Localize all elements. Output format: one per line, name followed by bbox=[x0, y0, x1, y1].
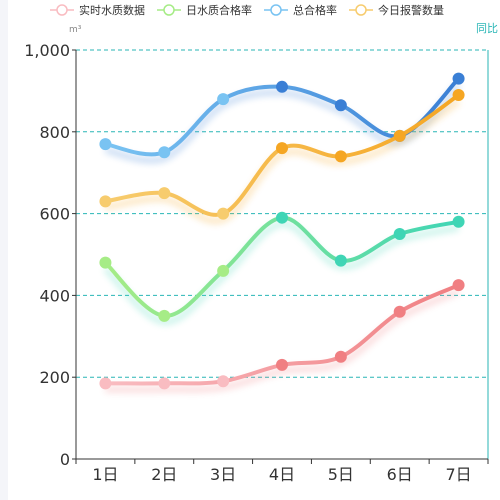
series-layer bbox=[99, 72, 465, 393]
legend-label: 今日报警数量 bbox=[378, 3, 444, 17]
axes bbox=[75, 50, 489, 460]
y-tick-label: 200 bbox=[39, 368, 70, 387]
data-point[interactable] bbox=[276, 211, 288, 224]
legend-marker bbox=[355, 4, 367, 16]
data-point[interactable] bbox=[276, 358, 288, 371]
data-point[interactable] bbox=[334, 99, 347, 112]
data-point[interactable] bbox=[393, 129, 406, 142]
legend-label: 实时水质数据 bbox=[79, 3, 145, 17]
chart-card bbox=[8, 0, 500, 500]
y-tick-label: 1,000 bbox=[24, 41, 70, 60]
y-tick-label: 800 bbox=[39, 123, 70, 142]
x-tick-label: 4日 bbox=[269, 465, 295, 484]
data-point[interactable] bbox=[217, 264, 230, 277]
data-point[interactable] bbox=[276, 80, 288, 93]
x-tick-label: 2日 bbox=[151, 465, 177, 484]
series-group bbox=[99, 279, 465, 393]
data-point[interactable] bbox=[217, 375, 230, 388]
legend-label: 总合格率 bbox=[293, 3, 337, 17]
x-tick-label: 6日 bbox=[387, 465, 413, 484]
y-unit-left: m³ bbox=[69, 25, 82, 35]
data-point[interactable] bbox=[452, 279, 465, 292]
legend-item[interactable]: 总合格率 bbox=[264, 3, 337, 17]
data-point[interactable] bbox=[99, 377, 112, 390]
data-point[interactable] bbox=[99, 138, 112, 151]
legend-label: 日水质合格率 bbox=[186, 3, 252, 17]
legend-item[interactable]: 日水质合格率 bbox=[157, 3, 252, 17]
data-point[interactable] bbox=[276, 142, 288, 155]
data-point[interactable] bbox=[334, 150, 347, 163]
x-tick-label: 5日 bbox=[328, 465, 354, 484]
data-point[interactable] bbox=[217, 93, 230, 106]
x-tick-label: 3日 bbox=[210, 465, 236, 484]
data-point[interactable] bbox=[99, 256, 112, 269]
data-point[interactable] bbox=[334, 254, 347, 267]
data-point[interactable] bbox=[158, 146, 171, 159]
x-tick-label: 1日 bbox=[92, 465, 118, 484]
data-point[interactable] bbox=[393, 228, 406, 241]
y-tick-label: 400 bbox=[39, 286, 70, 305]
y-unit-right: 同比 bbox=[476, 22, 498, 35]
data-point[interactable] bbox=[393, 305, 406, 318]
data-point[interactable] bbox=[452, 88, 465, 101]
data-point[interactable] bbox=[158, 377, 171, 390]
data-point[interactable] bbox=[99, 195, 112, 208]
legend-marker bbox=[270, 4, 282, 16]
series-shadow bbox=[105, 288, 460, 393]
series-group bbox=[99, 88, 465, 224]
series-shadow bbox=[103, 220, 460, 325]
data-point[interactable] bbox=[158, 187, 171, 200]
series-line bbox=[103, 215, 461, 318]
data-point[interactable] bbox=[452, 215, 465, 228]
legend-marker bbox=[163, 4, 175, 16]
series-group bbox=[99, 211, 465, 325]
x-tick-label: 7日 bbox=[445, 465, 471, 484]
data-point[interactable] bbox=[334, 350, 347, 363]
x-tick-labels: 1日 2日 3日 4日 5日 6日 7日 bbox=[75, 459, 489, 484]
legend-item[interactable]: 今日报警数量 bbox=[349, 3, 444, 17]
data-point[interactable] bbox=[158, 309, 171, 322]
legend-item[interactable]: 实时水质数据 bbox=[50, 3, 145, 17]
legend: 实时水质数据 日水质合格率 总合格率 今日报警数量 bbox=[50, 3, 444, 17]
y-tick-label: 600 bbox=[39, 205, 70, 224]
legend-marker bbox=[56, 4, 68, 16]
y-tick-labels: 0 200 400 600 800 1,000 bbox=[24, 41, 76, 469]
data-point[interactable] bbox=[452, 72, 465, 85]
data-point[interactable] bbox=[217, 207, 230, 220]
y-tick-label: 0 bbox=[60, 450, 70, 469]
